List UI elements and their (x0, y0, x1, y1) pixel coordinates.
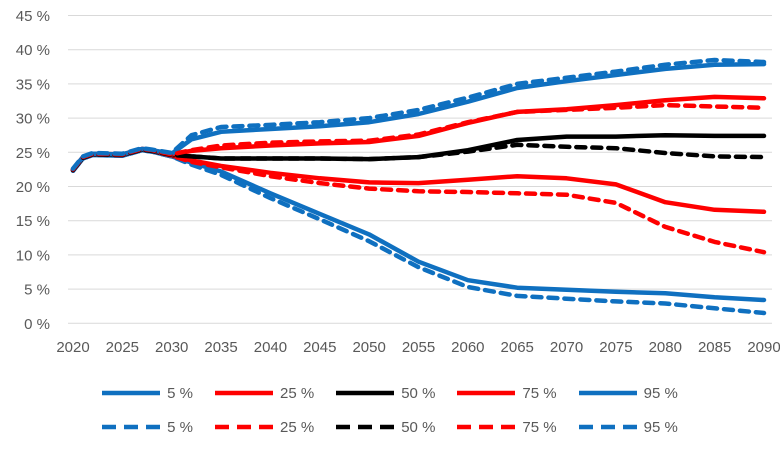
series-line-dashed-5% (70, 147, 767, 316)
legend-swatch-line (215, 390, 274, 396)
legend-item-label: 95 % (643, 418, 678, 436)
x-axis-label: 2075 (599, 339, 632, 356)
legend-row-dashed: 5 % 25 % 50 % 75 % 95 % (102, 414, 678, 440)
series-line-dashed-75% (70, 102, 767, 172)
legend-item-dashed-75%: 75 % (457, 418, 557, 436)
x-axis-label: 2055 (402, 339, 435, 356)
legend-swatch-line (457, 424, 516, 430)
x-axis-label: 2070 (550, 339, 583, 356)
legend-item-solid-25%: 25 % (215, 385, 314, 402)
plot-area: 0 % 5 % 10 % 15 % 20 % 25 % 30 % 35 % 40 % 45 % 20… (16, 8, 780, 356)
y-axis-label: 35 % (16, 76, 50, 93)
chart-legend: 5 % 25 % 50 % 75 % 95 % 5 % 25 % 50 % 75 % 95 % (0, 372, 780, 453)
legend-swatch-line (578, 390, 637, 396)
legend-swatch-line (457, 390, 516, 396)
legend-item-label: 75 % (522, 418, 557, 436)
x-axis-label: 2025 (106, 339, 139, 356)
series-line-dashed-50% (70, 142, 767, 173)
x-axis-label: 2085 (698, 339, 731, 356)
legend-swatch-line (102, 424, 161, 430)
x-axis: 2020 2025 2030 2035 2040 2045 2050 2055 2060 2065… (56, 339, 780, 356)
legend-swatch-line (578, 424, 637, 430)
y-axis-label: 10 % (16, 247, 50, 264)
x-axis-label: 2035 (204, 339, 237, 356)
legend-swatch-line (215, 424, 274, 430)
y-axis-label: 5 % (24, 282, 50, 299)
x-axis-label: 2080 (649, 339, 682, 356)
legend-item-label: 50 % (401, 384, 436, 402)
x-axis-label: 2065 (501, 339, 534, 356)
legend-item-dashed-25%: 25 % (215, 419, 314, 436)
legend-item-label: 5 % (167, 384, 194, 402)
x-axis-label: 2060 (451, 339, 484, 356)
legend-item-label: 25 % (280, 384, 315, 402)
legend-item-label: 75 % (522, 384, 557, 402)
y-axis-label: 0 % (24, 316, 50, 333)
gridlines (68, 15, 772, 324)
legend-item-label: 95 % (643, 384, 678, 402)
y-axis: 0 % 5 % 10 % 15 % 20 % 25 % 30 % 35 % 40 % 45 % (16, 8, 50, 333)
legend-item-label: 25 % (280, 418, 315, 436)
y-axis-label: 15 % (16, 213, 50, 230)
legend-item-label: 50 % (401, 418, 436, 436)
x-axis-label: 2030 (155, 339, 188, 356)
legend-swatch-line (336, 424, 395, 430)
legend-row-solid: 5 % 25 % 50 % 75 % 95 % (102, 380, 678, 406)
legend-item-dashed-5%: 5 % (102, 419, 193, 436)
series-line-dashed-25% (70, 147, 767, 255)
series-line-solid-5% (70, 147, 767, 303)
y-axis-label: 40 % (16, 42, 50, 59)
x-axis-label: 2050 (352, 339, 385, 356)
y-axis-label: 25 % (16, 145, 50, 162)
legend-item-label: 5 % (167, 418, 194, 436)
y-axis-label: 20 % (16, 179, 50, 196)
legend-item-dashed-95%: 95 % (578, 418, 678, 436)
legend-item-dashed-50%: 50 % (336, 419, 435, 436)
legend-item-solid-95%: 95 % (578, 384, 678, 402)
legend-item-solid-5%: 5 % (102, 385, 193, 402)
legend-swatch-line (336, 390, 395, 396)
x-axis-label: 2020 (56, 339, 89, 356)
legend-swatch-line (102, 390, 161, 396)
y-axis-label: 45 % (16, 8, 50, 25)
x-axis-label: 2045 (303, 339, 336, 356)
y-axis-label: 30 % (16, 111, 50, 128)
legend-item-solid-75%: 75 % (457, 384, 557, 402)
chart-canvas: 0 % 5 % 10 % 15 % 20 % 25 % 30 % 35 % 40 % 45 % 20… (16, 8, 780, 356)
x-axis-label: 2090 (747, 339, 780, 356)
x-axis-label: 2040 (254, 339, 287, 356)
legend-item-solid-50%: 50 % (336, 385, 435, 402)
series-lines (70, 57, 767, 316)
